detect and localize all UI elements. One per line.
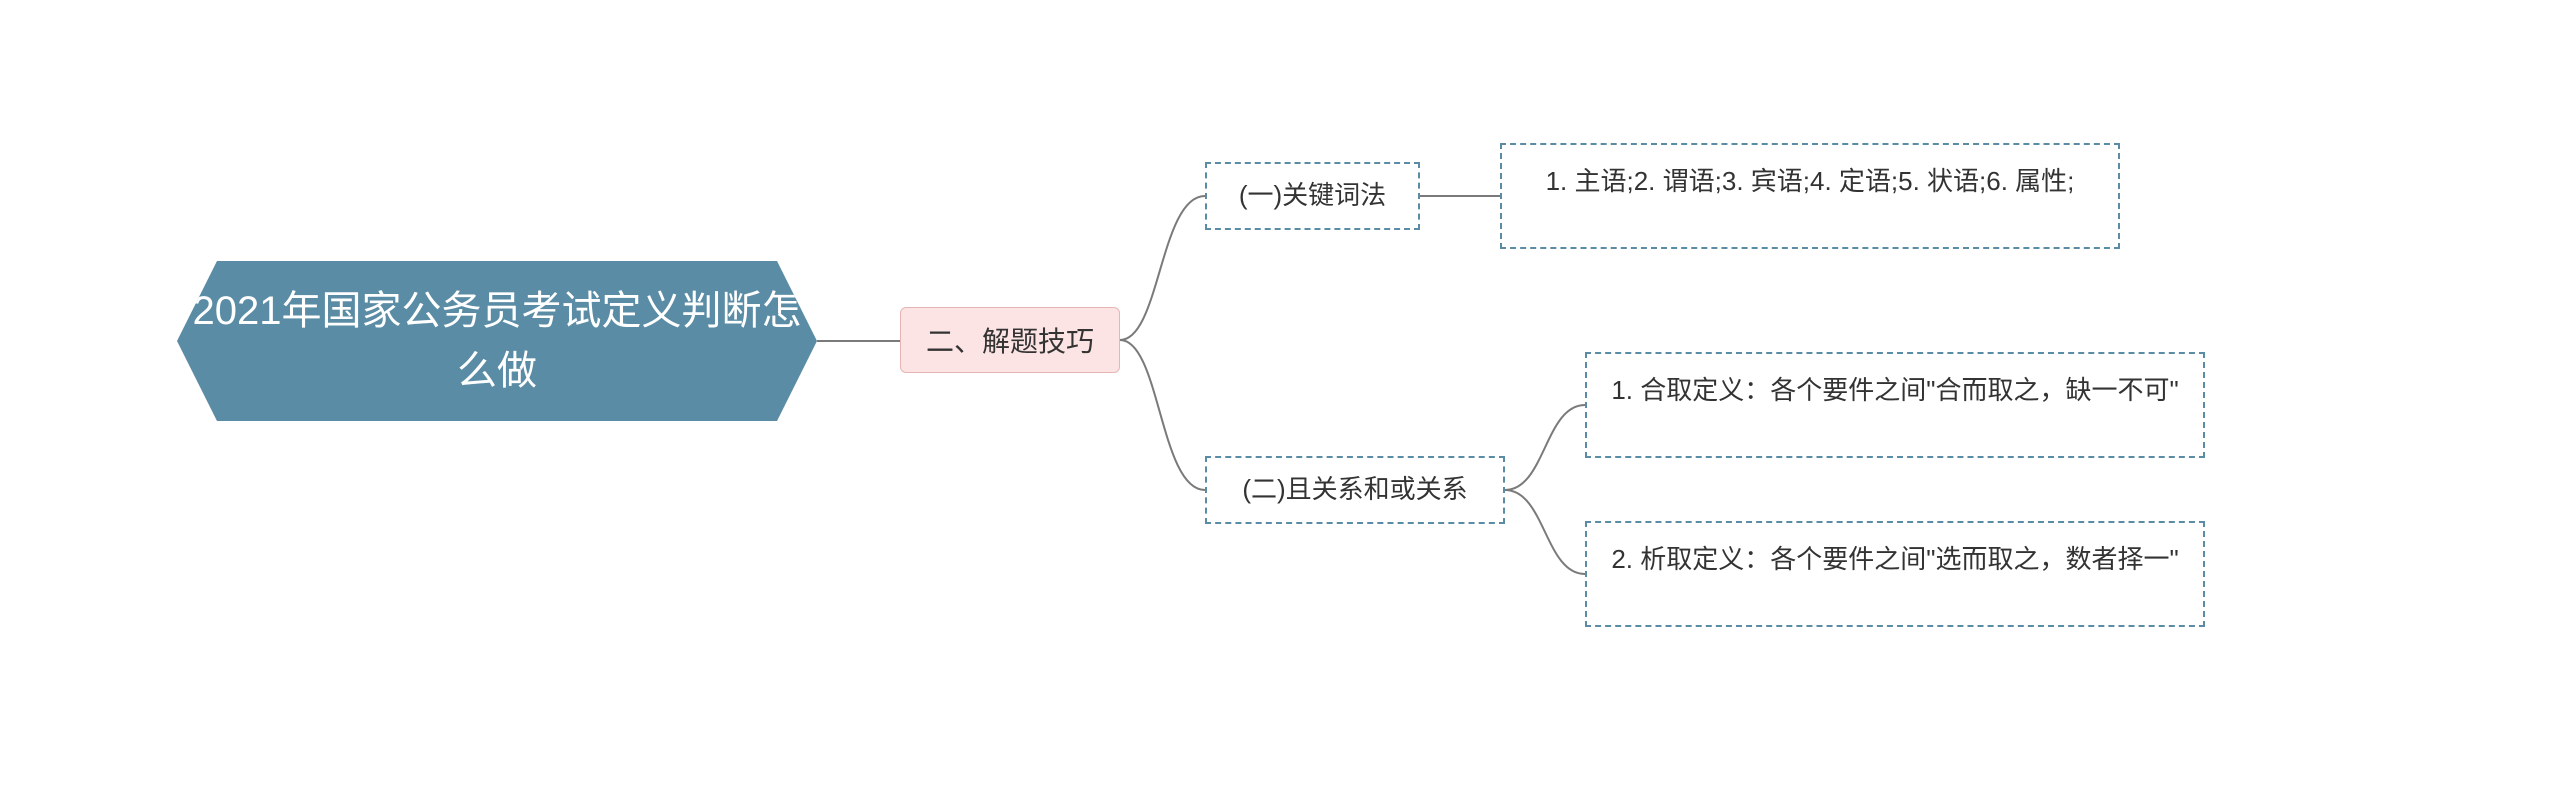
level1-text: 二、解题技巧 [926,320,1094,360]
mindmap-leaf-b1: 1. 合取定义：各个要件之间"合而取之，缺一不可" [1585,352,2205,458]
leaf-a1-text: 1. 主语;2. 谓语;3. 宾语;4. 定语;5. 状语;6. 属性; [1546,161,2075,203]
root-text: 2021年国家公务员考试定义判断怎么做 [177,281,817,401]
mindmap-root-node: 2021年国家公务员考试定义判断怎么做 [177,261,817,421]
mindmap-leaf-b2: 2. 析取定义：各个要件之间"选而取之，数者择一" [1585,521,2205,627]
level2b-text: (二)且关系和或关系 [1242,469,1467,511]
mindmap-level2-node-a: (一)关键词法 [1205,162,1420,230]
leaf-b1-text: 1. 合取定义：各个要件之间"合而取之，缺一不可" [1611,370,2178,412]
mindmap-level2-node-b: (二)且关系和或关系 [1205,456,1505,524]
level2a-text: (一)关键词法 [1239,175,1386,217]
leaf-b2-text: 2. 析取定义：各个要件之间"选而取之，数者择一" [1611,539,2178,581]
mindmap-leaf-a1: 1. 主语;2. 谓语;3. 宾语;4. 定语;5. 状语;6. 属性; [1500,143,2120,249]
mindmap-level1-node: 二、解题技巧 [900,307,1120,373]
